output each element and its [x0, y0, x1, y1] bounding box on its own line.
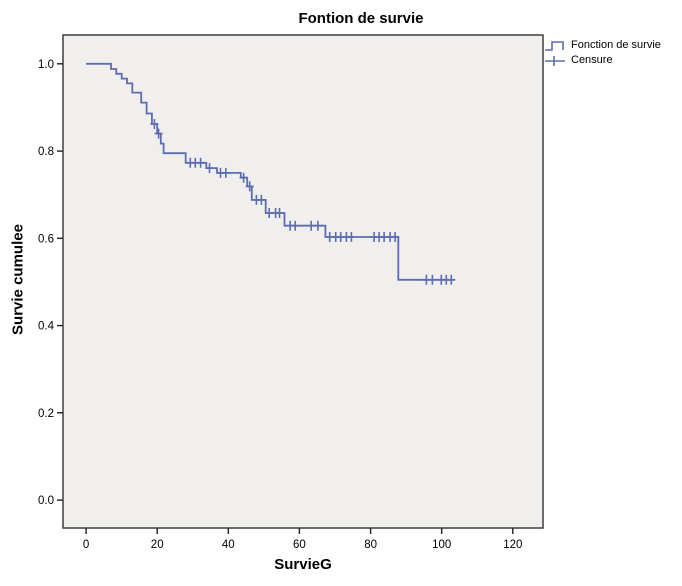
survival-step-line-icon [545, 40, 564, 51]
y-tick-label: 0.4 [38, 321, 55, 333]
censor-mark [154, 128, 163, 139]
censor-mark [347, 232, 356, 242]
censor-mark [221, 167, 230, 178]
x-tick-label: 60 [293, 539, 306, 551]
legend-item-censure: Censure [544, 53, 661, 68]
censor-mark [313, 220, 322, 231]
censor-mark [150, 119, 159, 129]
y-tick-label: 1.0 [38, 59, 54, 71]
legend-item-survival: Fonction de survie [544, 38, 661, 53]
censor-mark [196, 157, 205, 168]
censor-mark [428, 274, 437, 285]
x-tick-label: 20 [151, 539, 164, 551]
censor-mark [257, 194, 266, 205]
plot-border [62, 34, 544, 529]
legend-label-censure: Censure [571, 54, 613, 66]
x-tick-label: 40 [222, 539, 235, 551]
censor-mark [205, 163, 214, 174]
y-tick-label: 0.8 [38, 146, 54, 158]
survival-step-curve [86, 62, 455, 281]
x-tick-label: 120 [503, 539, 522, 551]
censor-mark [245, 181, 254, 192]
x-tick-label: 100 [432, 539, 451, 551]
censor-mark [239, 172, 248, 183]
censor-mark [307, 220, 316, 231]
y-tick-label: 0.0 [38, 495, 54, 507]
censor-mark [447, 274, 456, 285]
chart-title: Fontion de survie [298, 10, 424, 27]
x-tick-label: 0 [83, 539, 89, 551]
x-tick-label: 80 [364, 539, 377, 551]
y-tick-label: 0.2 [38, 408, 54, 420]
censor-mark [291, 220, 300, 231]
legend-label-survival: Fonction de survie [571, 39, 661, 51]
censor-mark [275, 208, 284, 218]
censor-mark [391, 232, 400, 242]
censor-plus-icon [545, 55, 565, 66]
y-tick-label: 0.6 [38, 233, 54, 245]
chart-legend: Fonction de survie Censure [544, 38, 661, 68]
plot-background [63, 35, 543, 528]
x-axis-title: SurvieG [274, 556, 332, 573]
